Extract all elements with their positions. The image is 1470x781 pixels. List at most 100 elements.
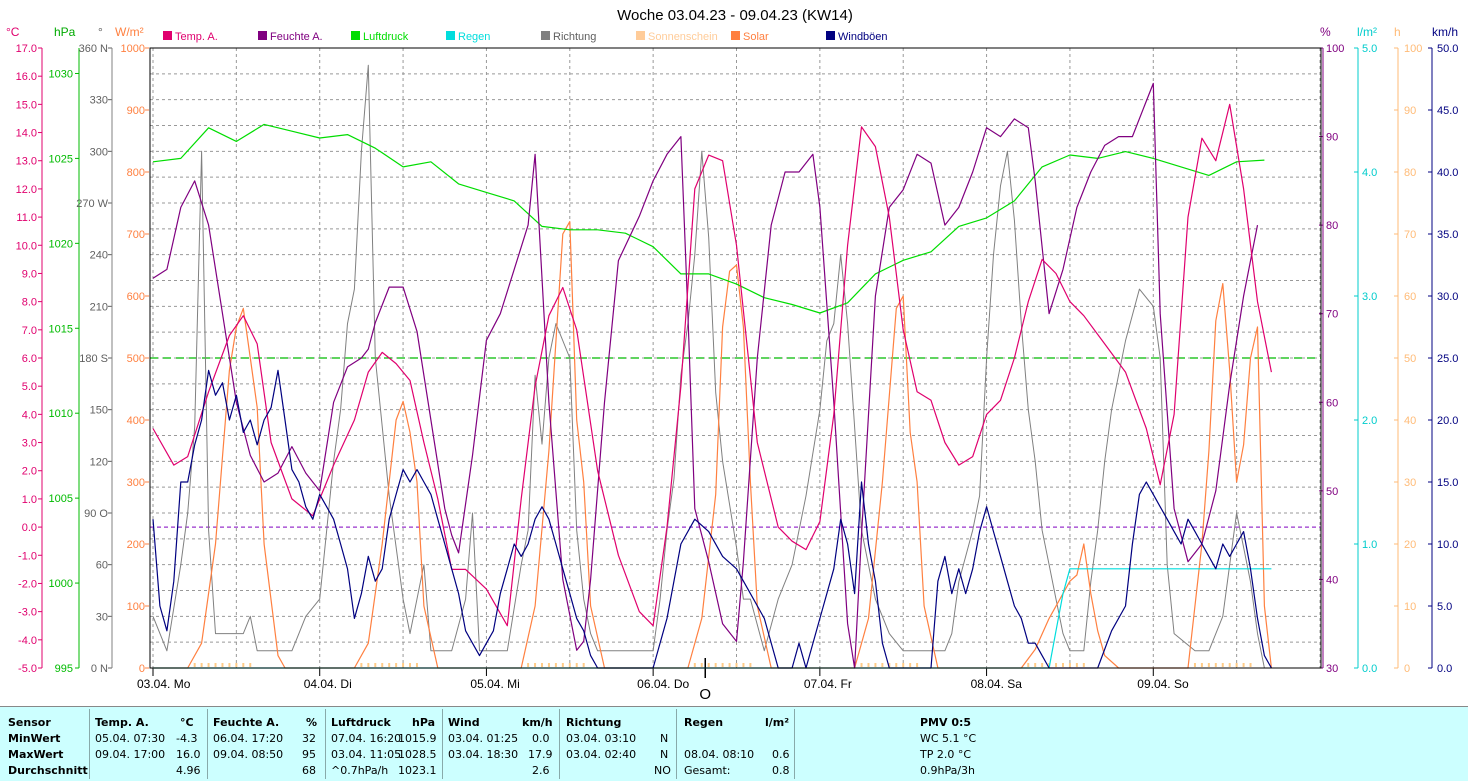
temp-axis-tick-label: 5.0	[22, 381, 37, 393]
direction-axis-tick-label: 30	[96, 611, 108, 623]
wind-max-time: 03.04. 18:30	[448, 748, 519, 761]
pressure-axis-tick-label: 995	[55, 663, 73, 675]
temp-max-time: 09.04. 17:00	[95, 748, 166, 761]
wind-min-value: 0.0	[532, 732, 550, 745]
rain-axis-tick-label: 2.0	[1362, 415, 1377, 427]
temp-min-time: 05.04. 07:30	[95, 732, 166, 745]
pressure-axis-tick-label: 1005	[49, 493, 73, 505]
sunshine-axis-tick-label: 80	[1404, 167, 1416, 179]
humidity-axis-tick-label: 50	[1326, 486, 1338, 498]
pressure-axis-tick-label: 1000	[49, 578, 73, 590]
series-line-temp-a-	[152, 103, 1272, 627]
legend-swatch	[163, 31, 172, 40]
legend-swatch	[636, 31, 645, 40]
solar-axis-tick-label: 800	[127, 167, 145, 179]
temp-axis-tick-label: 2.0	[22, 466, 37, 478]
temp-min-value: -4.3	[176, 732, 198, 745]
wind-avg-value: 2.6	[532, 764, 550, 777]
temp-avg-value: 4.96	[176, 764, 201, 777]
temp-axis-tick-label: 6.0	[22, 353, 37, 365]
temp-axis-tick-label: -1.0	[18, 550, 37, 562]
series-line-solar	[153, 221, 1272, 669]
sunshine-axis-tick-label: 20	[1404, 539, 1416, 551]
temp-axis-tick-label: -4.0	[18, 635, 37, 647]
dir-min-value: N	[660, 732, 669, 745]
direction-axis-tick-label: 270 W	[76, 198, 108, 210]
sensor-header: Sensor	[8, 716, 51, 729]
sunshine-axis-tick-label: 10	[1404, 601, 1416, 613]
hum-min-value: 32	[302, 732, 316, 745]
temp-axis-tick-label: 7.0	[22, 325, 37, 337]
humidity-axis-tick-label: 30	[1326, 663, 1338, 675]
humidity-axis-tick-label: 80	[1326, 220, 1338, 232]
wind-axis-tick-label: 30.0	[1437, 291, 1458, 303]
direction-axis-tick-label: 120	[90, 456, 108, 468]
dir-header: Richtung	[566, 716, 622, 729]
press-trend: ^0.7hPa/h	[331, 764, 389, 777]
sunshine-axis-tick-label: 30	[1404, 477, 1416, 489]
hum-header: Feuchte A.	[213, 716, 280, 729]
wind-max-value: 17.9	[528, 748, 553, 761]
legend-label: Temp. A.	[175, 31, 218, 43]
temp-max-value: 16.0	[176, 748, 201, 761]
wind-axis-tick-label: 10.0	[1437, 539, 1458, 551]
series-line-windb-en	[152, 369, 1272, 669]
wind-axis-tick-label: 15.0	[1437, 477, 1458, 489]
pressure-axis-tick-label: 1015	[49, 323, 73, 335]
rain-axis-tick-label: 1.0	[1362, 539, 1377, 551]
day-label: 03.04. Mo	[137, 677, 191, 691]
temp-axis-tick-label: 13.0	[16, 156, 37, 168]
press-avg-value: 1023.1	[398, 764, 437, 777]
wind-axis-tick-label: 20.0	[1437, 415, 1458, 427]
press-unit: hPa	[412, 716, 436, 729]
rain-header: Regen	[684, 716, 724, 729]
direction-axis-tick-label: 150	[90, 405, 108, 417]
solar-axis-tick-label: 100	[127, 601, 145, 613]
moon-phase-symbol: O	[699, 686, 711, 703]
rain-axis-tick-label: 3.0	[1362, 291, 1377, 303]
humidity-axis-tick-label: 90	[1326, 132, 1338, 144]
direction-axis-tick-label: 240	[90, 250, 108, 262]
temp-axis-tick-label: 12.0	[16, 184, 37, 196]
row-label-min: MinWert	[8, 732, 61, 745]
temp-axis-tick-label: 8.0	[22, 297, 37, 309]
temp-axis-tick-label: 16.0	[16, 71, 37, 83]
sunshine-axis-tick-label: 60	[1404, 291, 1416, 303]
temp-header: Temp. A.	[95, 716, 149, 729]
solar-axis-tick-label: 300	[127, 477, 145, 489]
dir-max-value: N	[660, 748, 669, 761]
wind-axis-tick-label: 45.0	[1437, 105, 1458, 117]
temp-axis-tick-label: 9.0	[22, 268, 37, 280]
sunshine-axis-tick-label: 40	[1404, 415, 1416, 427]
sunshine-axis-tick-label: 0	[1404, 663, 1410, 675]
sunshine-axis-tick-label: 70	[1404, 229, 1416, 241]
press-min-time: 07.04. 16:20	[331, 732, 402, 745]
rain-axis-tick-label: 0.0	[1362, 663, 1377, 675]
rain-axis-tick-label: 5.0	[1362, 43, 1377, 55]
pmv-header: PMV 0:5	[920, 716, 972, 729]
legend-swatch	[826, 31, 835, 40]
summary-table: Sensor MinWert MaxWert Durchschnitt Temp…	[0, 706, 1468, 781]
solar-axis-tick-label: 500	[127, 353, 145, 365]
temp-axis-tick-label: 3.0	[22, 438, 37, 450]
direction-axis-tick-label: 300	[90, 146, 108, 158]
wind-axis-tick-label: 25.0	[1437, 353, 1458, 365]
pressure-axis-tick-label: 1020	[49, 238, 73, 250]
solar-axis-tick-label: 900	[127, 105, 145, 117]
temp-axis-tick-label: -5.0	[18, 663, 37, 675]
legend-label: Windböen	[838, 31, 888, 43]
hum-min-time: 06.04. 17:20	[213, 732, 284, 745]
sunshine-axis-tick-label: 90	[1404, 105, 1416, 117]
temp-axis-tick-label: 15.0	[16, 99, 37, 111]
wind-axis-tick-label: 0.0	[1437, 663, 1452, 675]
weather-chart: Woche 03.04.23 - 09.04.23 (KW14) 17.0 16.…	[6, 7, 1458, 703]
humidity-unit-label: %	[1320, 25, 1331, 39]
press-max-time: 03.04. 11:05	[331, 748, 402, 761]
dir-max-time: 03.04. 02:40	[566, 748, 637, 761]
legend-swatch	[446, 31, 455, 40]
temp-axis-tick-label: -3.0	[18, 607, 37, 619]
pressure-unit-label: hPa	[54, 25, 76, 39]
direction-axis-tick-label: 90 O	[84, 508, 108, 520]
wind-unit-label: km/h	[1432, 25, 1458, 39]
row-label-max: MaxWert	[8, 748, 64, 761]
